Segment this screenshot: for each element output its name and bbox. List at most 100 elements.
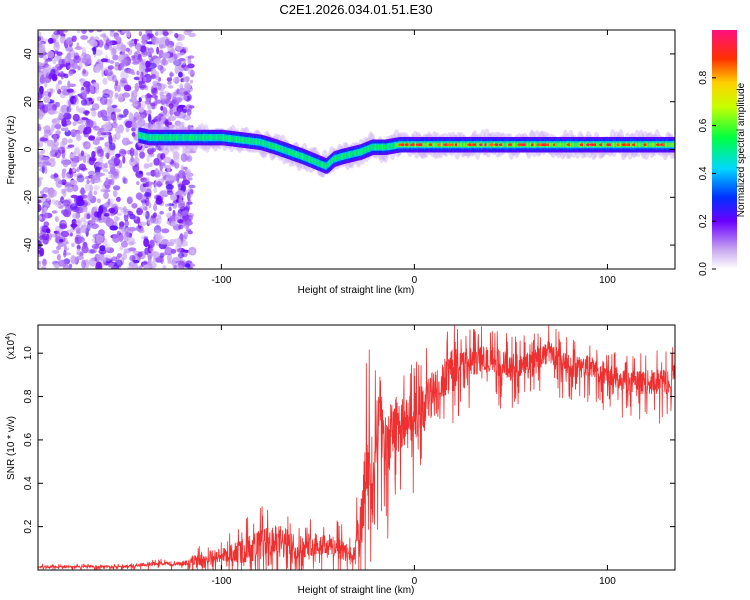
noise-blob [164,119,169,128]
noise-blob [170,221,177,226]
noise-blob [172,77,180,84]
noise-blob [83,81,91,88]
noise-blob [105,41,115,45]
noise-blob [70,179,78,185]
noise-blob [57,80,63,85]
noise-blob [160,59,169,66]
noise-blob [85,85,91,95]
noise-blob [180,240,188,247]
noise-blob [125,231,130,238]
noise-blob [173,92,178,96]
noise-blob [178,58,186,61]
noise-blob [61,168,67,174]
noise-blob [41,266,47,269]
noise-blob [109,142,116,151]
noise-blob [134,38,138,45]
noise-blob [112,185,121,191]
noise-blob [184,82,191,91]
noise-blob [143,260,148,266]
noise-blob [141,94,148,99]
noise-blob [58,259,67,267]
noise-blob [160,106,164,111]
noise-blob [87,249,96,254]
noise-blob [61,118,66,127]
noise-blob [109,162,116,170]
noise-blob [185,30,194,33]
noise-blob [178,71,183,78]
noise-blob [133,157,140,165]
noise-blob [162,264,167,269]
noise-blob [119,246,124,251]
noise-blob [116,84,121,93]
noise-blob [61,179,67,186]
noise-blob [103,191,109,199]
noise-blob [179,52,185,56]
noise-blob [54,200,62,208]
noise-blob [155,31,159,36]
noise-blob [144,191,151,198]
noise-blob [144,197,150,207]
noise-blob [46,67,52,74]
colorbar: 0.0 0.2 0.4 0.6 0.8 Normalized spectral ampl… [698,30,747,276]
noise-blob [89,39,98,48]
noise-blob [100,132,107,136]
noise-blob [122,156,126,164]
noise-blob [178,169,186,179]
noise-blob [138,106,145,113]
noise-blob [77,93,81,97]
noise-blob [76,200,83,205]
colorbar-tick-label: 0.2 [698,214,709,228]
noise-blob [100,257,107,267]
noise-blob [165,242,175,247]
noise-blob [53,133,58,143]
noise-blob [49,88,53,94]
noise-blob [106,216,111,223]
noise-blob [164,247,173,256]
noise-blob [60,71,64,80]
noise-blob [38,260,42,265]
noise-blob [165,203,170,207]
noise-blob [51,118,60,125]
colorbar-label: Normalized spectral amplitude [736,82,747,217]
noise-blob [147,255,152,264]
noise-blob [43,55,48,60]
colorbar-ticks: 0.0 0.2 0.4 0.6 0.8 [698,70,716,276]
noise-blob [95,234,104,244]
noise-blob [99,96,108,105]
noise-blob [185,169,192,174]
noise-blob [61,137,68,146]
noise-blob [103,254,112,262]
noise-blob [161,171,170,178]
noise-blob [78,237,85,243]
noise-blob [128,112,134,122]
noise-blob [100,188,106,193]
noise-blob [80,217,86,222]
noise-blob [186,191,191,202]
noise-blob [48,189,57,198]
noise-blob [72,184,79,192]
noise-blob [157,83,166,92]
noise-blob [82,68,86,75]
noise-blob [96,149,105,157]
noise-blob [185,172,193,179]
noise-blob [55,230,61,240]
noise-blob [38,140,44,148]
noise-blob [76,175,85,183]
noise-blob [124,220,129,227]
noise-blob [65,60,71,71]
noise-blob [149,239,155,249]
noise-blob [120,70,129,80]
noise-blob [110,48,117,56]
noise-blob [80,204,85,214]
noise-blob [103,162,108,169]
noise-blob [166,190,174,196]
noise-blob [187,70,196,75]
noise-blob [184,263,191,268]
noise-blob [144,85,149,91]
noise-blob [53,30,61,36]
noise-blob [105,177,109,186]
noise-blob [71,242,75,248]
noise-blob [79,59,83,69]
noise-blob [164,38,170,46]
ridge-band [673,142,675,147]
